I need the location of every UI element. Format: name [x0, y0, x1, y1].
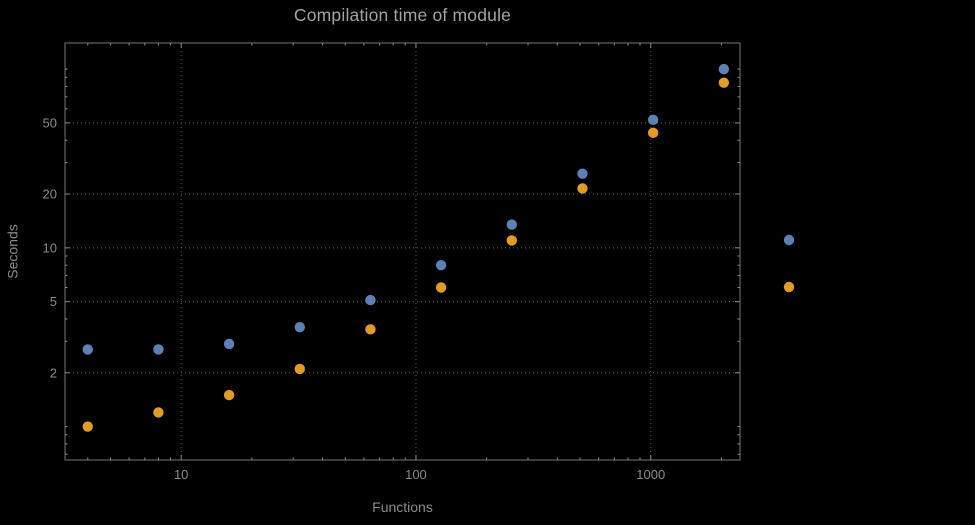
data-point-orange: [153, 407, 164, 418]
data-point-orange: [506, 235, 518, 246]
data-point-blue: [82, 344, 93, 355]
data-point-blue: [718, 63, 730, 75]
data-point-blue: [365, 294, 376, 306]
data-point-blue: [435, 259, 447, 271]
data-point-orange: [82, 421, 93, 432]
data-point-orange: [647, 127, 659, 139]
data-point-orange: [718, 77, 730, 88]
x-tick-label: 1000: [636, 467, 665, 482]
data-point-orange: [294, 363, 305, 375]
y-tick-label: 10: [43, 240, 57, 255]
data-point-orange: [435, 282, 447, 293]
y-axis-label: Seconds: [4, 224, 21, 279]
data-point-blue: [294, 321, 305, 333]
y-tick-label: 5: [50, 294, 57, 309]
data-point-blue: [223, 338, 235, 350]
data-point-blue: [647, 114, 659, 126]
data-point-orange: [365, 324, 376, 335]
y-tick-label: 50: [43, 115, 57, 130]
y-tick-label: 20: [43, 187, 57, 202]
data-point-orange: [577, 183, 588, 194]
x-axis-label: Functions: [372, 499, 433, 515]
data-point-blue: [506, 219, 518, 230]
plot-frame: [64, 42, 741, 461]
legend-marker-orange: [783, 281, 795, 293]
chart-title: Compilation time of module: [293, 5, 512, 25]
y-tick-label: 2: [50, 365, 57, 380]
x-tick-label: 10: [174, 467, 188, 482]
legend-marker-blue: [783, 234, 795, 246]
data-point-blue: [153, 344, 164, 355]
data-point-orange: [223, 389, 235, 401]
data-point-blue: [577, 168, 588, 179]
x-tick-label: 100: [405, 467, 427, 482]
